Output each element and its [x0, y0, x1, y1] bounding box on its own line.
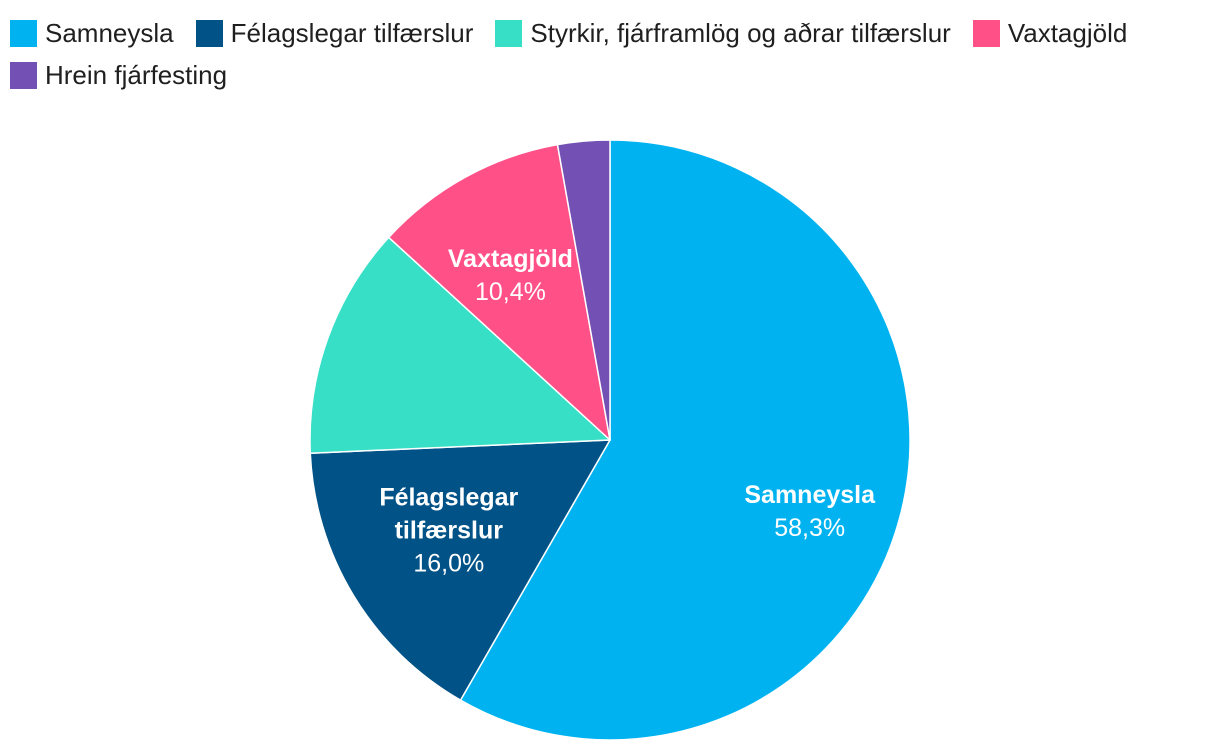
legend-item-samneysla[interactable]: Samneysla: [10, 18, 174, 48]
pie-slice[interactable]: [309, 236, 611, 454]
legend-item-styrkir[interactable]: Styrkir, fjárframlög og aðrar tilfærslur: [495, 18, 951, 48]
legend-swatch: [10, 61, 37, 89]
slice-data-label: Vaxtagjöld 10,4%: [448, 245, 573, 306]
pie-slice[interactable]: [388, 143, 611, 441]
slice-value-label: 58,3%: [774, 514, 845, 542]
legend-swatch: [10, 19, 37, 47]
slice-data-label: Félagslegar tilfærslur 16,0%: [379, 484, 518, 578]
slice-name-label: Samneysla: [744, 481, 876, 509]
slice-value-label: 10,4%: [475, 278, 546, 306]
legend-label: Styrkir, fjárframlög og aðrar tilfærslur: [530, 18, 951, 48]
chart-legend: Samneysla Félagslegar tilfærslur Styrkir…: [10, 18, 1210, 90]
slice-data-label: Samneysla 58,3%: [744, 481, 876, 542]
slice-value-label: 16,0%: [413, 550, 484, 578]
slice-name-label: Vaxtagjöld: [448, 245, 573, 273]
legend-swatch: [495, 19, 523, 47]
legend-item-hrein-fjarfesting[interactable]: Hrein fjárfesting: [10, 60, 227, 90]
legend-item-vaxtagjold[interactable]: Vaxtagjöld: [972, 18, 1128, 48]
slice-name-label: tilfærslur: [395, 517, 504, 545]
legend-item-felagslegar-tilfaerslur[interactable]: Félagslegar tilfærslur: [195, 18, 474, 48]
pie-slice[interactable]: [459, 139, 911, 741]
pie-slice[interactable]: [556, 139, 611, 441]
legend-label: Vaxtagjöld: [1007, 18, 1128, 48]
legend-swatch: [972, 19, 1000, 47]
legend-swatch: [195, 19, 223, 47]
slice-name-label: Félagslegar: [379, 484, 518, 512]
legend-label: Samneysla: [45, 18, 174, 48]
legend-label: Félagslegar tilfærslur: [230, 18, 474, 48]
legend-label: Hrein fjárfesting: [45, 60, 228, 90]
pie-slice[interactable]: [309, 439, 611, 701]
